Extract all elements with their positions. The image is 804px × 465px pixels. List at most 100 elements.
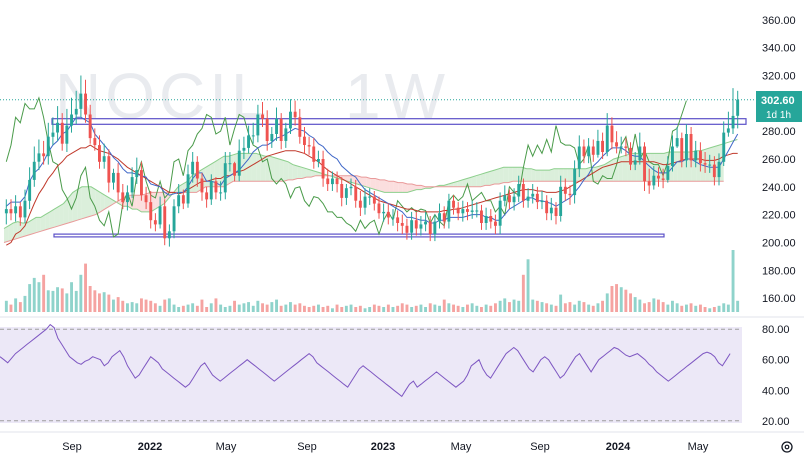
- volume-bar: [726, 304, 730, 312]
- candle-body: [307, 145, 311, 147]
- candle-body: [144, 195, 148, 203]
- volume-bar: [56, 287, 59, 312]
- candle-body: [340, 184, 344, 198]
- candle-body: [191, 161, 195, 175]
- time-axis[interactable]: Sep 2022 May Sep 2023 May Sep 2024 May: [62, 441, 709, 453]
- cloud-segment: [595, 165, 600, 182]
- candle-body: [293, 111, 297, 118]
- volume-bar: [84, 263, 87, 312]
- volume-bar: [149, 300, 153, 312]
- volume-bar: [582, 302, 586, 312]
- volume-bar: [573, 304, 577, 312]
- rsi-axis[interactable]: 80.00 60.00 40.00 20.00: [762, 324, 790, 428]
- cloud-segment: [609, 159, 614, 182]
- candle-body: [181, 195, 185, 204]
- candle-body: [582, 146, 586, 157]
- volume-bar: [521, 274, 525, 312]
- candle-body: [591, 146, 595, 155]
- candle-body: [638, 146, 642, 161]
- candle-body: [74, 108, 78, 115]
- time-tick-label: 2024: [606, 441, 631, 453]
- volume-bar: [265, 304, 269, 312]
- volume-bar: [256, 300, 260, 312]
- volume-bar: [540, 302, 544, 312]
- gear-icon[interactable]: [781, 441, 793, 453]
- cloud-segment: [370, 178, 376, 190]
- resistance-zone-box[interactable]: [51, 118, 747, 125]
- cloud-segment: [673, 152, 678, 182]
- volume-bar: [405, 304, 409, 312]
- volume-bar: [400, 303, 404, 312]
- candle-body: [410, 220, 414, 233]
- lagging-span-line: [5, 96, 687, 238]
- candle-body: [14, 206, 18, 214]
- volume-bar: [396, 305, 400, 312]
- candle-body: [629, 147, 632, 165]
- candle-body: [508, 195, 511, 203]
- candle-body: [531, 193, 535, 197]
- cloud-segment: [45, 211, 50, 230]
- volume-bar: [666, 304, 670, 312]
- candle-body: [652, 175, 656, 186]
- cloud-segment: [311, 170, 316, 178]
- price-tick-label: 180.00: [762, 265, 796, 277]
- support-zone-box[interactable]: [53, 233, 665, 238]
- volume-bar: [484, 304, 488, 312]
- candle-body: [433, 221, 437, 235]
- cloud-segment: [4, 225, 9, 243]
- cloud-segment: [31, 217, 37, 235]
- volume-bar: [23, 295, 27, 312]
- volume-bar: [140, 298, 143, 312]
- cloud-segment: [8, 222, 14, 242]
- candle-body: [726, 128, 730, 133]
- cloud-segment: [535, 170, 541, 182]
- volume-bar: [619, 287, 623, 312]
- cloud-segment: [283, 160, 289, 182]
- volume-bar: [685, 304, 688, 312]
- volume-bar: [284, 304, 288, 312]
- base-line: [5, 116, 739, 224]
- volume-bar: [121, 300, 125, 312]
- volume-bar: [42, 274, 46, 312]
- volume-bar: [699, 304, 702, 312]
- candle-body: [275, 118, 278, 134]
- volume-bar: [712, 307, 716, 312]
- cloud-segment: [384, 179, 390, 193]
- volume-bar: [372, 304, 376, 312]
- volume-bar: [470, 303, 474, 312]
- volume-bar: [46, 290, 50, 312]
- candle-body: [605, 125, 609, 152]
- candle-body: [9, 209, 13, 214]
- cloud-segment: [127, 195, 133, 210]
- price-tick-label: 200.00: [762, 238, 796, 250]
- volume-bar: [9, 304, 13, 312]
- candle-body: [521, 184, 525, 201]
- candle-body: [559, 186, 563, 216]
- candle-body: [214, 181, 218, 193]
- candle-body: [284, 128, 288, 141]
- candle-body: [261, 114, 264, 119]
- time-tick-label: Sep: [62, 441, 82, 453]
- cloud-segment: [544, 170, 550, 182]
- price-axis[interactable]: 360.00340.00320.00300.00280.00260.00240.…: [762, 15, 796, 305]
- candle-body: [400, 223, 404, 226]
- candle-body: [535, 193, 539, 203]
- candle-body: [661, 178, 665, 180]
- volume-bar: [554, 305, 558, 312]
- candle-body: [32, 161, 36, 180]
- candle-body: [195, 161, 199, 179]
- cloud-segment: [22, 222, 27, 237]
- rsi-tick-label: 40.00: [762, 385, 790, 397]
- rsi-tick-label: 60.00: [762, 355, 790, 367]
- volume-bar: [153, 303, 157, 312]
- volume-bar: [629, 293, 632, 312]
- cloud-segment: [499, 167, 504, 185]
- volume-bar: [354, 307, 358, 312]
- price-pane[interactable]: [0, 75, 756, 313]
- cloud-segment: [411, 184, 417, 191]
- rsi-pane[interactable]: [0, 323, 742, 422]
- candle-body: [498, 200, 502, 226]
- cloud-segment: [297, 165, 302, 179]
- rsi-band-fill: [0, 327, 742, 423]
